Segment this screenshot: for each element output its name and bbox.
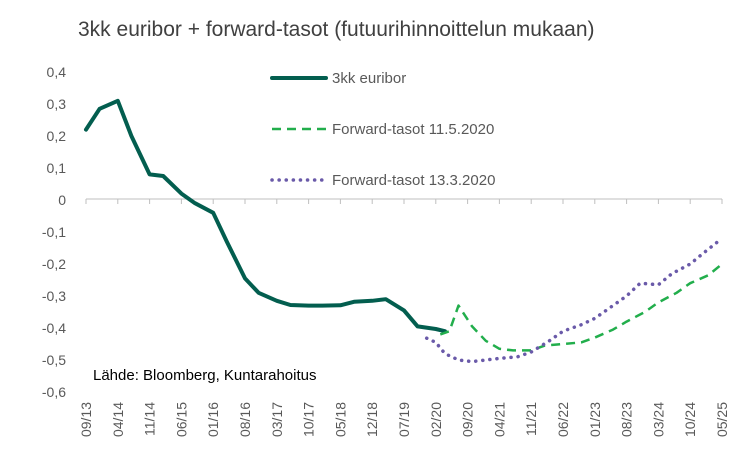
y-tick-label: -0,4 [42,320,66,336]
y-tick-label: 0,3 [47,96,67,112]
x-tick-label: 06/22 [555,402,571,437]
y-tick-label: -0,1 [42,224,66,240]
legend-label-2: Forward-tasot 11.5.2020 [332,121,494,138]
x-tick-label: 11/21 [523,402,539,436]
x-tick-label: 12/18 [364,402,380,437]
legend-label-1: 3kk euribor [332,70,406,87]
y-tick-label: -0,6 [42,384,66,400]
x-axis: 09/13 04/14 11/14 06/15 01/16 08/16 03/17 10/17… [78,198,730,437]
x-tick-label: 01/23 [587,402,603,437]
source-note: Lähde: Bloomberg, Kuntarahoitus [93,367,317,384]
x-tick-label: 04/14 [110,402,126,437]
legend: 3kk euribor Forward-tasot 11.5.2020 Forwar… [270,70,495,189]
y-tick-label: 0,1 [47,160,67,176]
x-tick-label: 07/19 [396,402,412,437]
x-tick-label: 09/20 [460,402,476,437]
x-tick-label: 05/25 [714,402,730,437]
x-tick-label: 03/17 [269,402,285,437]
x-tick-label: 04/21 [491,402,507,437]
x-tick-label: 08/16 [237,402,253,437]
y-tick-label: 0,4 [47,64,67,80]
x-tick-label: 06/15 [173,402,189,437]
x-tick-label: 03/24 [650,402,666,437]
y-tick-label: -0,3 [42,288,66,304]
series-layer [84,98,724,364]
y-tick-label: 0 [58,192,66,208]
x-tick-label: 11/14 [142,402,158,436]
x-tick-label: 10/17 [301,402,317,437]
x-tick-label: 02/20 [428,402,444,437]
legend-label-3: Forward-tasot 13.3.2020 [332,172,495,189]
series-line-3 [424,236,724,364]
y-axis: 0,4 0,3 0,2 0,1 0 -0,1 -0,2 -0,3 -0,4 -0,5 -0,6 [42,64,66,400]
x-tick-label: 05/18 [332,402,348,437]
chart-title: 3kk euribor + forward-tasot (futuurihinn… [78,18,595,41]
x-tick-label: 09/13 [78,402,94,437]
y-tick-label: -0,5 [42,352,66,368]
series-line-2 [439,263,723,352]
x-tick-label: 01/16 [205,402,221,437]
y-tick-label: -0,2 [42,256,66,272]
y-tick-label: 0,2 [47,128,67,144]
x-tick-label: 08/23 [619,402,635,437]
series-line-1 [84,98,447,334]
x-tick-label: 10/24 [682,402,698,437]
